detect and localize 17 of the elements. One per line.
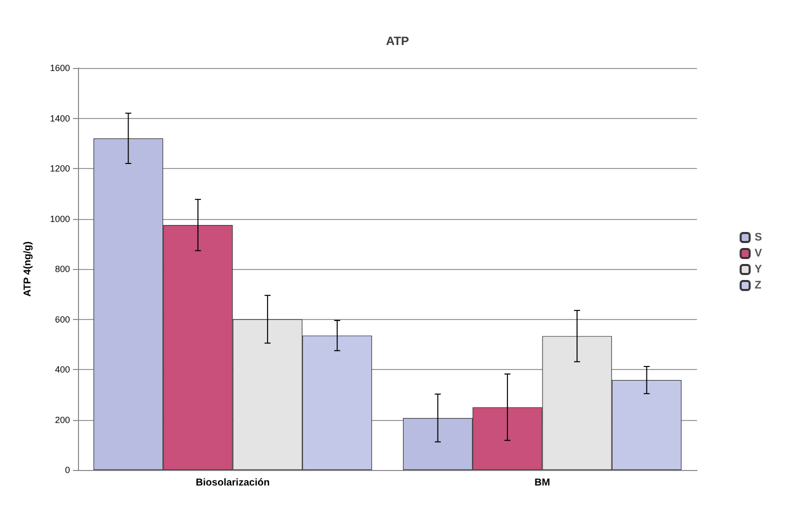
- y-tick-label: 1600: [50, 63, 70, 73]
- y-tick-label: 1400: [50, 113, 70, 124]
- legend-label: S: [754, 232, 762, 244]
- legend-label: Z: [754, 280, 762, 292]
- legend-label: V: [754, 248, 763, 260]
- legend-label: Y: [754, 264, 763, 276]
- y-tick-label: 600: [54, 314, 70, 324]
- y-tick-label: 1200: [50, 164, 70, 174]
- chart-title: ATP: [386, 34, 410, 48]
- x-tick-label: Biosolarización: [196, 478, 270, 488]
- y-tick-label: 1000: [50, 214, 70, 224]
- y-tick-label: 200: [54, 414, 70, 425]
- y-tick-label: 0: [64, 465, 70, 475]
- y-tick-label: 800: [54, 264, 70, 274]
- x-tick-label: BM: [534, 478, 550, 488]
- y-axis-title: ATP 4(ng/g): [22, 241, 34, 297]
- y-tick-label: 400: [54, 364, 70, 374]
